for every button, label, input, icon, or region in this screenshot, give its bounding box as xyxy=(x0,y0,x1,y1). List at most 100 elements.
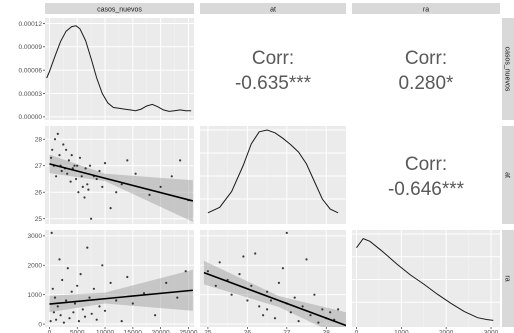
scatter-point xyxy=(77,191,80,194)
y-tick-label: 0 xyxy=(38,321,42,328)
scatter-point xyxy=(115,299,118,302)
x-tick-label: 0 xyxy=(48,330,52,333)
density-line-casos_nuevos xyxy=(46,25,192,112)
column-strip-label-at: at xyxy=(270,7,276,14)
x-tick-label: 27 xyxy=(283,330,291,333)
x-tick-label: 10000 xyxy=(96,330,114,333)
scatter-point xyxy=(79,273,82,276)
scatter-point xyxy=(78,156,82,159)
scatter-point xyxy=(101,185,104,188)
y-tick-label: 28 xyxy=(35,137,43,144)
column-strip-ra xyxy=(352,3,500,14)
row-strip-label-casos_nuevos: casos_nuevos xyxy=(504,47,511,92)
scatter-point xyxy=(148,193,151,196)
scatter-point xyxy=(52,311,56,314)
scatter-point xyxy=(77,320,80,323)
corr-label: Corr: xyxy=(252,48,294,69)
y-tick-label: 0.00000 xyxy=(19,114,43,121)
scatter-point xyxy=(293,296,296,299)
scatter-point xyxy=(58,154,61,157)
scatter-point xyxy=(51,287,54,290)
scatter-point xyxy=(70,154,73,157)
y-tick-label: 0.00012 xyxy=(19,21,43,28)
scatter-point xyxy=(62,321,65,324)
scatter-point xyxy=(95,177,98,181)
y-tick-label: 0.00006 xyxy=(19,67,43,74)
scatter-point xyxy=(238,273,241,276)
scatter-point xyxy=(55,175,58,178)
column-strip-label-casos_nuevos: casos_nuevos xyxy=(97,7,142,14)
scatter-point xyxy=(109,207,112,210)
corr-panel-casos_nuevos-ra: Corr: 0.280* xyxy=(352,18,500,120)
scatter-point xyxy=(58,258,61,261)
regression-line xyxy=(49,289,193,305)
y-tick-label: 3000 xyxy=(28,233,43,240)
scatter-point xyxy=(53,296,57,299)
scatter-point xyxy=(305,258,308,261)
panel-ra-at xyxy=(200,230,346,327)
scatter-point xyxy=(285,231,288,234)
scatter-point xyxy=(60,169,63,173)
scatter-point xyxy=(56,305,59,308)
scatter-point xyxy=(61,278,64,282)
x-tick-label: 25000 xyxy=(179,330,197,333)
scatter-point xyxy=(76,164,79,167)
panel-content xyxy=(45,126,194,224)
corr-value: -0.646*** xyxy=(388,179,465,200)
x-tick-label: 15000 xyxy=(124,330,142,333)
regression-line xyxy=(203,271,346,327)
scatter-point xyxy=(126,159,129,162)
scatter-point xyxy=(95,318,98,321)
panel-background xyxy=(45,18,194,120)
scatter-point xyxy=(321,308,324,311)
panel-content xyxy=(45,18,194,120)
panel-content xyxy=(200,230,346,327)
corr-panel-casos_nuevos-at: Corr: -0.635*** xyxy=(200,18,346,120)
density-line-ra xyxy=(356,237,494,321)
scatter-point xyxy=(266,290,269,293)
panel-ra-ra xyxy=(352,230,500,327)
scatter-point xyxy=(317,321,320,324)
x-tick-label: 0 xyxy=(355,330,359,333)
scatter-point xyxy=(88,296,91,299)
scatter-point xyxy=(170,175,173,178)
density-line-at xyxy=(207,129,339,214)
y-tick-label: 0.00009 xyxy=(19,44,43,51)
scatter-point xyxy=(76,284,79,287)
scatter-point xyxy=(258,305,261,308)
x-tick-label: 2000 xyxy=(439,330,454,333)
x-tick-label: 26 xyxy=(244,330,252,333)
scatter-point xyxy=(49,320,52,323)
panel-background xyxy=(352,18,500,120)
scatter-point xyxy=(165,281,168,284)
scatter-point xyxy=(75,177,78,181)
scatter-point xyxy=(81,308,84,311)
y-tick-label: 0.00003 xyxy=(19,91,43,98)
scatter-point xyxy=(86,246,89,249)
scatter-point xyxy=(337,308,340,311)
scatter-point xyxy=(297,320,300,323)
scatter-point xyxy=(142,292,146,295)
scatter-point xyxy=(51,148,54,151)
panel-background xyxy=(352,126,500,224)
scatter-point xyxy=(309,314,312,317)
scatter-point xyxy=(120,320,123,323)
scatter-point xyxy=(103,162,107,165)
scatter-point xyxy=(246,299,249,302)
panel-background xyxy=(45,126,194,224)
scatter-point xyxy=(269,299,273,302)
x-tick-label: 25 xyxy=(204,330,212,333)
x-tick-label: 1000 xyxy=(394,330,409,333)
scatter-point xyxy=(73,302,77,305)
panel-ra-casos_nuevos xyxy=(45,230,194,327)
confidence-band xyxy=(49,269,193,313)
corr-label: Corr: xyxy=(405,154,447,175)
column-strip-casos_nuevos xyxy=(45,3,194,14)
row-strip-label-at: at xyxy=(504,172,511,178)
panel-at-at xyxy=(200,126,346,224)
scatter-point xyxy=(55,318,58,321)
scatter-point xyxy=(90,312,93,315)
scatter-point xyxy=(313,293,316,296)
panel-content xyxy=(45,230,194,327)
